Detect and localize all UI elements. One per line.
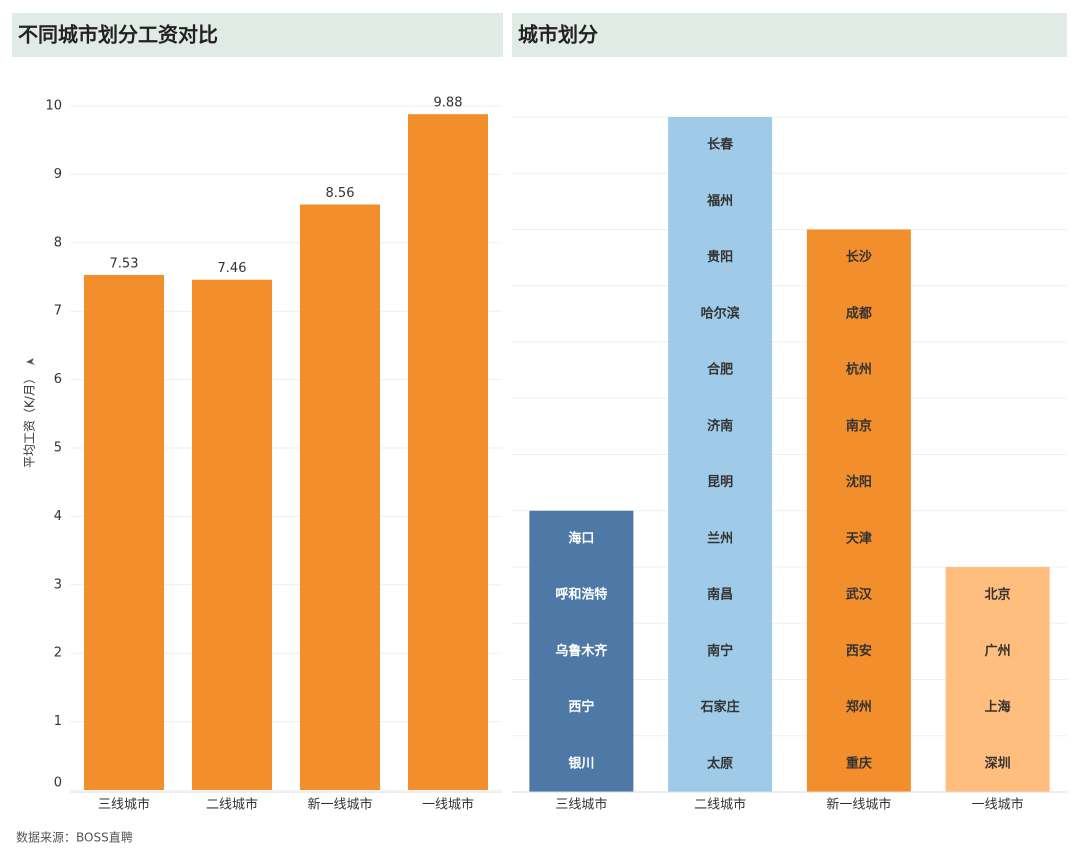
bar [300, 204, 380, 791]
city-label: 南宁 [707, 643, 733, 659]
city-label: 昆明 [707, 474, 733, 490]
city-label: 西安 [846, 643, 872, 659]
city-label: 广州 [985, 643, 1011, 659]
city-label: 西宁 [568, 699, 594, 715]
x-tick-label: 三线城市 [98, 797, 150, 813]
city-label: 哈尔滨 [701, 305, 740, 321]
city-label: 贵阳 [707, 249, 733, 265]
y-tick-label: 8 [54, 235, 62, 250]
y-tick-label: 3 [54, 577, 62, 592]
y-tick-label: 7 [54, 304, 62, 319]
group-column [945, 567, 1050, 792]
y-axis-label: 平均工资（K/月） [23, 372, 37, 468]
y-tick-label: 6 [54, 372, 62, 387]
city-label: 北京 [985, 587, 1011, 603]
city-label: 南京 [846, 418, 872, 434]
city-label: 兰州 [707, 530, 733, 546]
city-label: 呼和浩特 [555, 587, 607, 603]
y-tick-label: 9 [54, 167, 62, 182]
city-label: 长春 [707, 137, 734, 153]
x-tick-label: 一线城市 [972, 797, 1024, 813]
group-column [668, 117, 773, 792]
left-header [12, 13, 503, 57]
city-label: 石家庄 [700, 699, 740, 715]
city-label: 杭州 [846, 362, 872, 378]
right-title: 城市划分 [518, 23, 598, 47]
right-header [512, 13, 1067, 57]
city-label: 上海 [985, 699, 1011, 715]
x-tick-label: 三线城市 [555, 797, 607, 813]
city-label: 太原 [706, 755, 733, 771]
x-tick-label: 一线城市 [422, 797, 474, 813]
city-label: 合肥 [707, 362, 733, 378]
y-tick-label: 2 [54, 646, 62, 661]
source-note: 数据来源：BOSS直聘 [16, 830, 133, 845]
x-tick-label: 二线城市 [694, 797, 746, 813]
x-tick-label: 二线城市 [206, 797, 258, 813]
bar [84, 274, 164, 790]
value-label: 7.46 [218, 261, 247, 276]
y-tick-label: 4 [54, 509, 62, 524]
bar [408, 114, 488, 790]
city-label: 天津 [846, 530, 872, 546]
bar [192, 279, 272, 790]
city-label: 福州 [706, 193, 733, 209]
value-label: 8.56 [326, 186, 355, 201]
group-column [806, 229, 911, 792]
city-label: 成都 [846, 305, 872, 321]
left-title: 不同城市划分工资对比 [18, 23, 218, 47]
y-tick-label: 10 [45, 99, 62, 114]
city-label: 海口 [568, 530, 594, 546]
city-label: 武汉 [846, 587, 873, 603]
pin-icon[interactable] [26, 358, 35, 365]
group-column [529, 510, 634, 792]
value-label: 9.88 [434, 96, 463, 111]
city-label: 重庆 [846, 755, 872, 771]
city-label: 沈阳 [846, 474, 872, 490]
city-label: 乌鲁木齐 [555, 643, 608, 659]
x-tick-label: 新一线城市 [826, 797, 891, 813]
value-label: 7.53 [110, 256, 139, 271]
y-tick-label: 0 [54, 776, 62, 791]
city-label: 银川 [568, 755, 594, 771]
city-label: 郑州 [846, 699, 872, 715]
x-tick-label: 新一线城市 [307, 797, 372, 813]
y-tick-label: 1 [54, 714, 62, 729]
city-label: 长沙 [846, 249, 872, 265]
city-label: 深圳 [985, 755, 1011, 771]
y-tick-label: 5 [54, 441, 62, 456]
city-label: 济南 [707, 418, 733, 434]
city-label: 南昌 [707, 587, 733, 603]
